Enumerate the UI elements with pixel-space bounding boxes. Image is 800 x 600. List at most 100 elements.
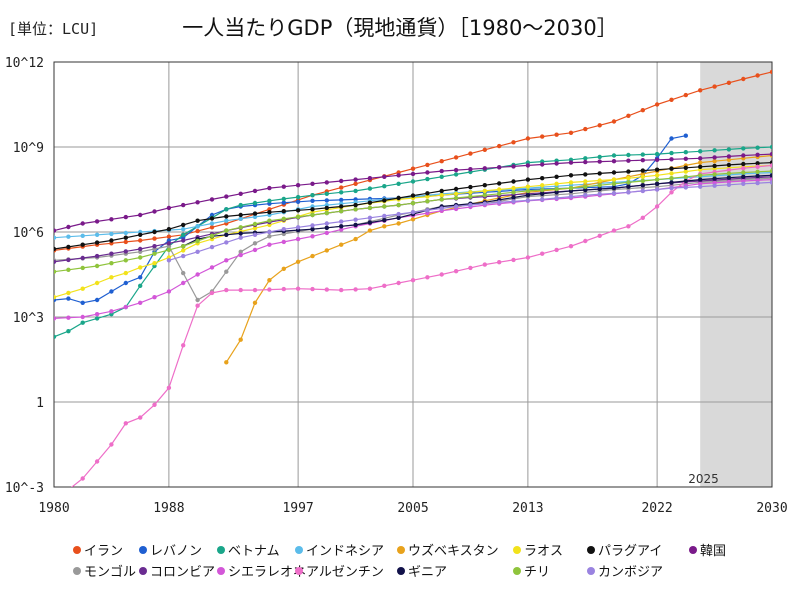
data-point bbox=[511, 190, 516, 195]
data-point bbox=[511, 195, 516, 200]
data-point bbox=[468, 167, 473, 172]
data-point bbox=[367, 228, 373, 233]
data-point bbox=[683, 133, 688, 138]
data-point bbox=[654, 187, 660, 192]
data-point bbox=[224, 269, 229, 274]
data-point bbox=[281, 216, 286, 221]
series-lines bbox=[54, 69, 772, 487]
data-point bbox=[583, 159, 588, 165]
data-point bbox=[66, 296, 71, 301]
data-point bbox=[94, 312, 100, 317]
data-point bbox=[138, 232, 143, 237]
data-point bbox=[568, 244, 574, 249]
data-point bbox=[611, 185, 617, 191]
data-point bbox=[238, 249, 243, 254]
data-point bbox=[324, 225, 329, 230]
data-point bbox=[295, 194, 301, 200]
data-point bbox=[324, 210, 329, 216]
data-point bbox=[339, 242, 344, 247]
data-point bbox=[439, 174, 444, 179]
data-point bbox=[698, 156, 703, 161]
series-14 bbox=[166, 180, 772, 263]
data-point bbox=[769, 151, 772, 157]
data-point bbox=[410, 210, 416, 215]
data-point bbox=[741, 146, 746, 151]
data-point bbox=[669, 171, 674, 176]
data-point bbox=[698, 160, 703, 165]
data-point bbox=[367, 186, 373, 191]
y-tick-label: 1 bbox=[36, 396, 44, 411]
forecast-region bbox=[700, 62, 772, 487]
legend-marker bbox=[139, 566, 147, 575]
data-point bbox=[80, 255, 85, 261]
data-point bbox=[339, 190, 344, 195]
data-point bbox=[468, 190, 473, 195]
data-point bbox=[654, 173, 660, 178]
data-point bbox=[611, 170, 617, 175]
data-point bbox=[295, 214, 301, 220]
data-point bbox=[310, 253, 315, 259]
x-axis-labels: 1980 1988 1997 2005 2013 2022 2030 bbox=[38, 501, 787, 516]
data-point bbox=[138, 246, 143, 252]
data-point bbox=[583, 126, 588, 132]
data-point bbox=[683, 92, 688, 98]
data-point bbox=[238, 191, 243, 196]
legend: イラン レバノン ベトナム インドネシア ウズベキスタン ラオス パラグアイ 韓国 モンゴル コロ… bbox=[73, 538, 773, 594]
data-point bbox=[123, 249, 128, 254]
data-point bbox=[583, 184, 588, 189]
data-point bbox=[755, 161, 760, 166]
data-point bbox=[439, 159, 444, 164]
data-point bbox=[382, 198, 387, 203]
data-point bbox=[123, 235, 128, 240]
data-point bbox=[66, 315, 71, 320]
data-point bbox=[568, 180, 574, 185]
data-point bbox=[755, 145, 760, 150]
data-point bbox=[281, 227, 286, 232]
data-point bbox=[195, 200, 200, 205]
data-point bbox=[339, 209, 344, 214]
unit-label: [単位：LCU] bbox=[8, 20, 99, 38]
data-point bbox=[66, 257, 71, 263]
data-point bbox=[166, 205, 172, 211]
data-point bbox=[669, 97, 674, 103]
data-point bbox=[769, 173, 772, 178]
data-point bbox=[54, 316, 57, 321]
series-7 bbox=[54, 151, 772, 233]
data-point bbox=[238, 216, 243, 221]
y-axis-labels: 10^-3 1 10^3 10^6 10^9 10^12 bbox=[5, 56, 44, 496]
data-point bbox=[195, 218, 200, 223]
data-point bbox=[382, 283, 387, 288]
data-point bbox=[683, 185, 688, 190]
data-point bbox=[626, 190, 631, 195]
series-11 bbox=[70, 163, 772, 487]
data-point bbox=[769, 69, 772, 75]
data-point bbox=[195, 249, 200, 254]
data-point bbox=[669, 166, 674, 171]
data-point bbox=[698, 88, 703, 93]
data-point bbox=[209, 265, 215, 270]
data-point bbox=[209, 216, 215, 221]
data-point bbox=[123, 214, 128, 220]
data-point bbox=[611, 191, 617, 196]
data-point bbox=[698, 177, 703, 182]
data-point bbox=[755, 164, 760, 169]
data-point bbox=[497, 165, 502, 170]
data-point bbox=[324, 287, 329, 292]
data-point bbox=[683, 156, 688, 161]
data-point bbox=[712, 172, 717, 177]
data-point bbox=[669, 190, 674, 195]
data-point bbox=[324, 230, 329, 236]
data-point bbox=[511, 185, 516, 191]
legend-label: チリ bbox=[524, 565, 551, 580]
data-point bbox=[310, 181, 315, 186]
y-tick-label: 10^-3 bbox=[5, 481, 44, 496]
data-point bbox=[339, 287, 344, 293]
data-point bbox=[611, 181, 617, 186]
data-point bbox=[54, 269, 57, 274]
data-point bbox=[367, 215, 373, 220]
data-point bbox=[109, 289, 114, 294]
data-point bbox=[439, 193, 444, 198]
data-point bbox=[554, 181, 559, 186]
plot-border bbox=[53, 61, 773, 488]
data-point bbox=[54, 295, 57, 300]
